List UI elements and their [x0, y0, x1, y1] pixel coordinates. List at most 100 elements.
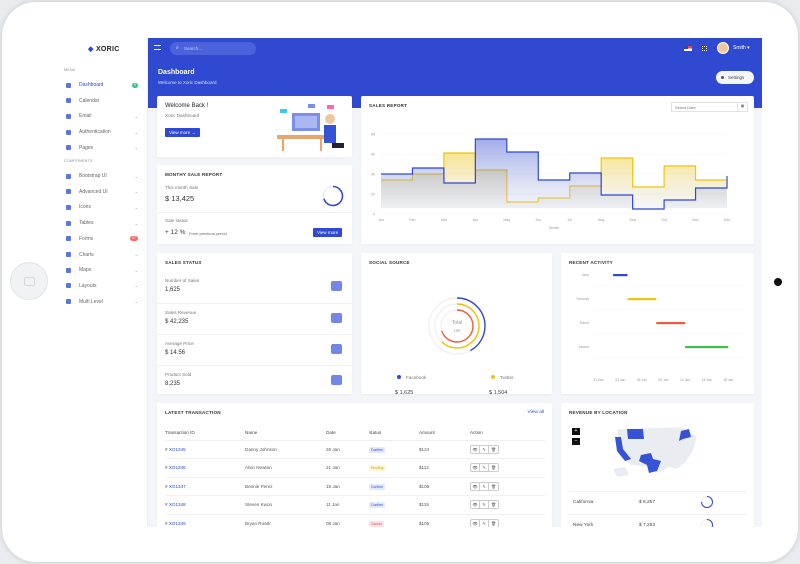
edit-icon[interactable]: ✎: [480, 445, 489, 453]
transactions-table: Transaction ID Name Date status Amount Action…: [165, 425, 545, 527]
sidebar-item-dashboard[interactable]: Dashboard 9: [66, 80, 144, 90]
ticket-icon: [331, 344, 342, 354]
social-ring: [440, 309, 474, 343]
location-name: California: [573, 500, 594, 505]
latest-transaction-card: LATEST TRANSACTION View all Transaction …: [157, 403, 552, 527]
view-icon[interactable]: 👁: [471, 445, 480, 453]
welcome-card: Welcome Back ! Xoric Dashboard View more…: [157, 96, 352, 157]
transaction-id-link[interactable]: # XO1347: [165, 477, 245, 496]
edit-icon[interactable]: ✎: [480, 501, 489, 509]
sidebar-item-icons[interactable]: Icons ⌄: [66, 202, 144, 212]
sales-status-item: Average Price $ 14.56: [157, 334, 352, 364]
monthly-view-more-button[interactable]: View more: [313, 228, 343, 237]
developer-illustration: [277, 104, 344, 151]
column-header: Date: [326, 425, 369, 441]
stat-label: Average Price: [165, 341, 194, 346]
series-line: [381, 138, 728, 210]
select-date-input[interactable]: Select Date ▣: [671, 102, 748, 112]
task-bar: [656, 322, 686, 325]
delete-icon[interactable]: 🗑: [490, 520, 497, 526]
apps-grid-icon[interactable]: [702, 46, 707, 51]
multilevel-icon: [66, 299, 71, 305]
edit-icon[interactable]: ✎: [480, 519, 489, 527]
view-icon[interactable]: 👁: [471, 501, 480, 509]
column-header: Action: [470, 425, 545, 441]
view-more-button[interactable]: View more →: [165, 128, 200, 137]
sidebar-item-tables[interactable]: Tables ⌄: [66, 218, 144, 228]
sidebar-item-label: Calendar: [79, 97, 100, 104]
social-ring: [434, 303, 480, 349]
user-menu[interactable]: Smith ▾: [733, 45, 750, 51]
sidebar-item-label: Forms: [79, 235, 94, 242]
column-header: Amount: [419, 425, 470, 441]
sales-status-item: Sales Revenue $ 42,235: [157, 303, 352, 333]
legend-twitter: Twitter $ 1,504: [489, 366, 514, 396]
task-bar: [627, 298, 657, 301]
delete-icon[interactable]: 🗑: [490, 483, 497, 489]
sidebar-item-label: Layouts: [79, 282, 97, 289]
us-flag-icon[interactable]: [684, 46, 692, 51]
edit-icon[interactable]: ✎: [480, 464, 489, 472]
avatar[interactable]: [717, 42, 729, 54]
sidebar-item-advanced-ui[interactable]: Advanced UI ⌄: [66, 187, 144, 197]
menu-toggle-icon[interactable]: [154, 45, 161, 50]
transaction-id-link[interactable]: # XO1345: [165, 440, 245, 459]
sidebar-item-authentication[interactable]: Authentication ⌄: [66, 127, 144, 137]
transaction-id-link[interactable]: # XO1348: [165, 495, 245, 515]
delete-icon[interactable]: 🗑: [490, 502, 497, 508]
view-icon[interactable]: 👁: [471, 482, 480, 490]
components-label: COMPONENTS: [64, 159, 93, 163]
sidebar-item-label: Maps: [79, 267, 92, 274]
sidebar-item-maps[interactable]: Maps ⌄: [66, 265, 144, 275]
sidebar: ◆ XORIC MENU Dashboard 9 Calendar Email ⌄ Aut…: [58, 38, 148, 527]
sidebar-item-bootstrap-ui[interactable]: Bootstrap UI ⌄: [66, 171, 144, 181]
task-bar: [685, 346, 729, 349]
edit-icon[interactable]: ✎: [480, 482, 489, 490]
sales-report-card: SALES REPORT Select Date ▣ 0 20 40 60 80 Jan Fe…: [361, 96, 754, 244]
sidebar-item-label: Advanced UI: [79, 188, 108, 195]
calendar-icon[interactable]: ▣: [737, 103, 747, 111]
pages-icon: [66, 145, 71, 151]
date-cell: 21 Jan: [326, 458, 369, 478]
sidebar-item-layouts[interactable]: Layouts ⌄: [66, 281, 144, 291]
sidebar-item-pages[interactable]: Pages ⌄: [66, 143, 144, 153]
amount-cell: $106: [419, 477, 470, 496]
view-icon[interactable]: 👁: [471, 464, 480, 472]
stat-value: 1,625: [165, 287, 181, 293]
sidebar-item-email[interactable]: Email ⌄: [66, 111, 144, 121]
x-tick-label: 09 Jan: [658, 378, 668, 382]
sidebar-item-multi-level[interactable]: Multi Level ⌄: [66, 297, 144, 307]
x-tick-label: Feb: [409, 218, 415, 222]
search-icon: ⌕: [176, 45, 179, 51]
settings-button[interactable]: Settings: [716, 71, 754, 84]
view-all-link[interactable]: View all: [527, 410, 544, 415]
x-tick-label: Jan: [378, 218, 384, 222]
map-zoom-in-button[interactable]: +: [572, 428, 580, 435]
home-button[interactable]: [10, 262, 48, 300]
location-value: $ 8,257: [639, 500, 656, 505]
revenue-location-card: REVENUE BY LOCATION + − California $ 8,25…: [561, 403, 754, 527]
task-label: Jack: [582, 273, 590, 277]
sidebar-item-calendar[interactable]: Calendar: [66, 96, 144, 106]
delete-icon[interactable]: 🗑: [490, 465, 497, 471]
view-icon[interactable]: 👁: [471, 519, 480, 527]
map-zoom-out-button[interactable]: −: [572, 438, 580, 445]
table-row: # XO1346 Alvin Newton 21 Jan Pending $112 👁 ✎ 🗑: [165, 458, 545, 478]
layout-icon: [66, 283, 71, 289]
delete-icon[interactable]: 🗑: [490, 446, 497, 452]
logo[interactable]: ◆ XORIC: [88, 46, 120, 53]
amount-cell: $105: [419, 514, 470, 527]
sidebar-item-charts[interactable]: Charts ⌄: [66, 250, 144, 260]
transaction-id-link[interactable]: # XO1349: [165, 514, 245, 527]
task-label: Thomas: [576, 297, 589, 301]
search-input[interactable]: ⌕ Search...: [170, 42, 256, 55]
column-header: status: [369, 425, 419, 441]
chart-icon: [66, 252, 71, 257]
x-tick-label: 03 Jan: [615, 378, 625, 382]
x-tick-label: May: [503, 218, 510, 222]
sidebar-item-forms[interactable]: Forms 07: [66, 234, 144, 244]
camera-dot: [774, 278, 782, 286]
transaction-id-link[interactable]: # XO1346: [165, 458, 245, 478]
legend-dot: [397, 375, 401, 379]
monitor-icon: [66, 82, 71, 88]
